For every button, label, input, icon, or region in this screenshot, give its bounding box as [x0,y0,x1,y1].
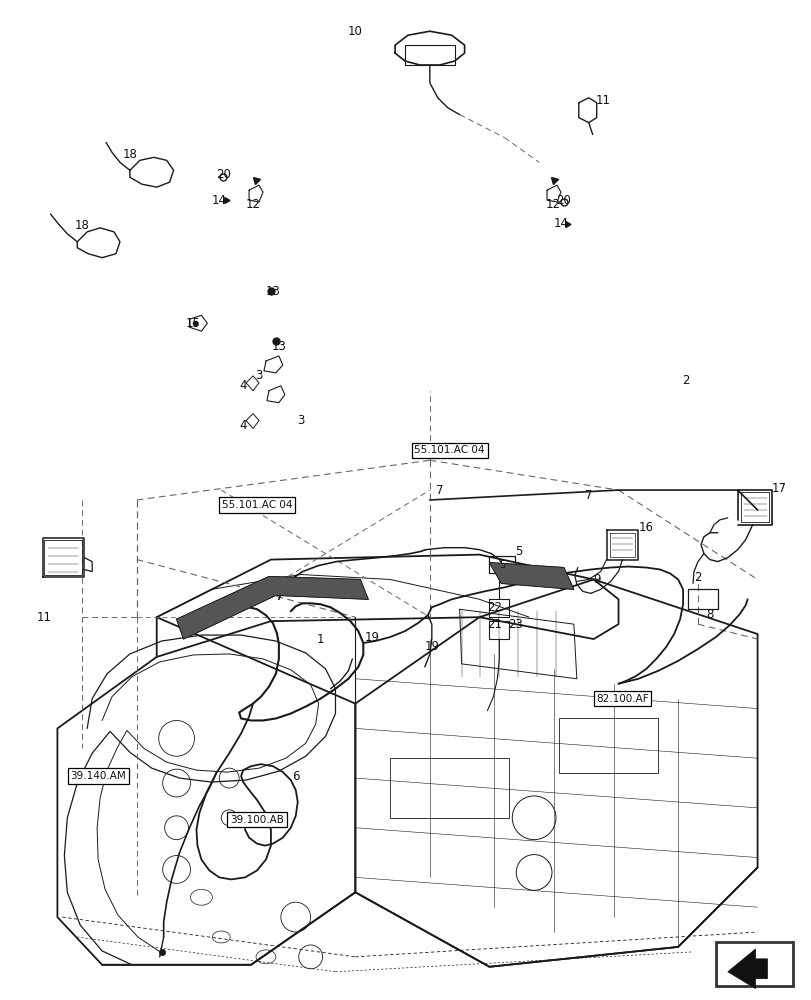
Text: 20: 20 [556,194,571,207]
Bar [558,718,658,773]
Text: 11: 11 [595,94,611,107]
Text: 7: 7 [584,489,592,502]
Text: 16: 16 [638,521,653,534]
Bar [715,942,792,986]
Text: 23: 23 [507,618,522,631]
Text: 14: 14 [553,217,568,230]
Text: 5: 5 [499,560,504,570]
Text: 6: 6 [292,770,299,783]
Text: 12: 12 [245,198,260,211]
Text: 21: 21 [487,618,501,631]
Text: 19: 19 [424,640,439,653]
Text: 13: 13 [271,340,286,353]
Text: 17: 17 [771,482,786,495]
Text: 11: 11 [37,611,52,624]
Polygon shape [489,563,573,589]
Text: 3: 3 [255,369,263,382]
Text: 39.100.AB: 39.100.AB [230,815,284,825]
Text: 7: 7 [436,484,443,497]
Text: 18: 18 [122,148,137,161]
Text: 1: 1 [316,633,324,646]
Text: 2: 2 [693,571,701,584]
Text: 39.140.AM: 39.140.AM [71,771,126,781]
Text: 13: 13 [265,285,280,298]
Text: 5: 5 [515,545,522,558]
Text: 15: 15 [186,317,200,330]
Text: 9: 9 [592,573,599,586]
Text: 55.101.AC 04: 55.101.AC 04 [414,445,484,455]
Text: 19: 19 [364,631,380,644]
Text: 8: 8 [706,608,713,621]
Bar [389,758,508,818]
Text: 20: 20 [216,168,230,181]
Text: 14: 14 [212,194,226,207]
Text: 55.101.AC 04: 55.101.AC 04 [221,500,292,510]
Text: 82.100.AF: 82.100.AF [595,694,648,704]
Text: 10: 10 [347,25,363,38]
Polygon shape [727,949,766,989]
Text: 4: 4 [239,419,247,432]
Text: 22: 22 [487,601,501,614]
Text: 4: 4 [239,379,247,392]
Text: 3: 3 [297,414,304,427]
Text: 18: 18 [75,219,89,232]
Polygon shape [176,576,368,639]
Text: 12: 12 [545,198,560,211]
Text: 2: 2 [681,374,689,387]
